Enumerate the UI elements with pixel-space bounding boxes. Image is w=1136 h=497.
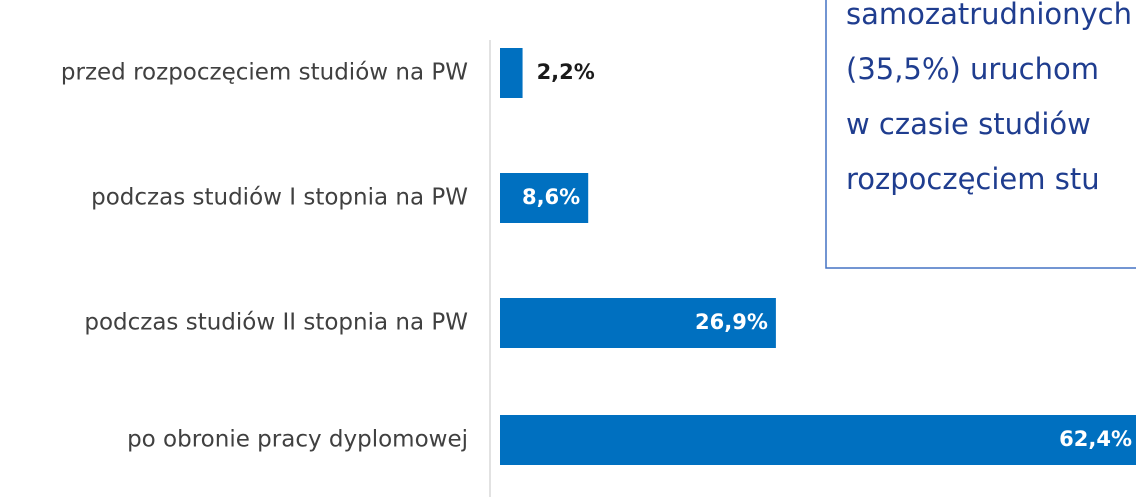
annotation-line: (35,5%) uruchom (846, 52, 1099, 86)
annotation-line: w czasie studiów (846, 107, 1091, 141)
bar (500, 298, 776, 348)
bar (500, 173, 589, 223)
category-label: podczas studiów II stopnia na PW (84, 310, 468, 336)
bar (500, 415, 1136, 465)
category-label: po obronie pracy dyplomowej (127, 427, 468, 453)
annotation-line: samozatrudnionych (846, 0, 1132, 31)
annotation-box (825, 0, 1136, 269)
value-label: 8,6% (522, 185, 580, 209)
value-label: 62,4% (1059, 427, 1132, 451)
value-label: 2,2% (537, 60, 595, 84)
bar (500, 48, 523, 98)
category-label: podczas studiów I stopnia na PW (91, 185, 468, 211)
annotation-line: rozpoczęciem stu (846, 162, 1100, 196)
value-label: 26,9% (695, 310, 768, 334)
category-label: przed rozpoczęciem studiów na PW (61, 60, 468, 86)
